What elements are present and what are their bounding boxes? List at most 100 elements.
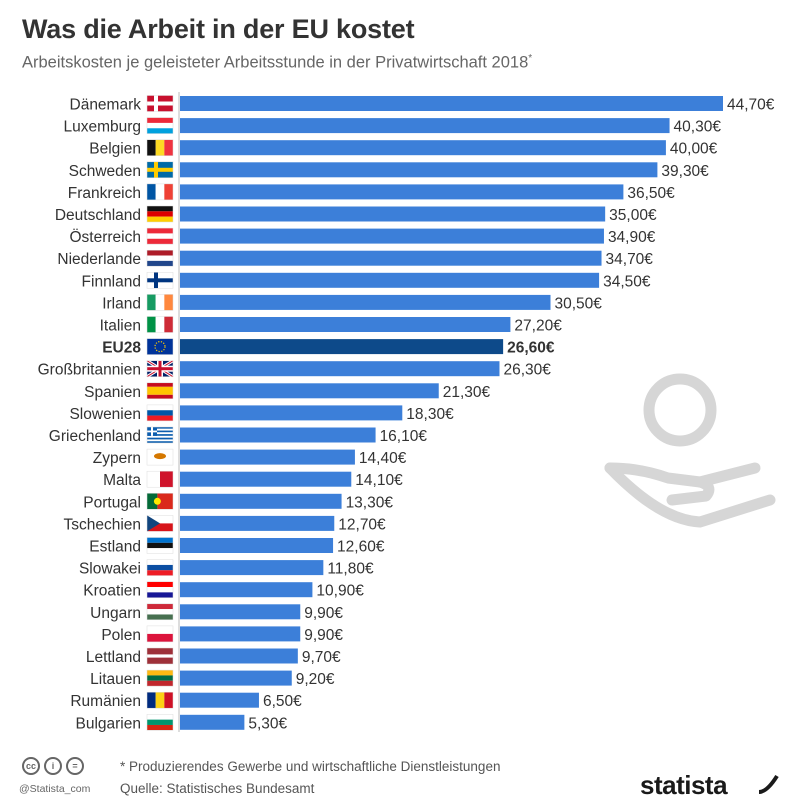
value-label: 5,30€ xyxy=(248,715,287,732)
category-label: Polen xyxy=(101,627,141,644)
bars xyxy=(180,96,723,730)
category-label: Finnland xyxy=(82,273,141,290)
flag-icon xyxy=(146,537,174,554)
flag-icon xyxy=(146,382,174,400)
subtitle-footnote-mark: * xyxy=(528,53,533,64)
country-flags xyxy=(146,95,174,731)
category-label: Lettland xyxy=(86,649,141,666)
category-label: Rumänien xyxy=(70,693,141,710)
bar xyxy=(180,515,335,531)
bar xyxy=(180,427,376,443)
bar xyxy=(180,272,600,288)
chart-subtitle: Arbeitskosten je geleisteter Arbeitsstun… xyxy=(22,53,532,73)
value-label: 30,50€ xyxy=(555,295,603,312)
flag-icon xyxy=(146,691,174,709)
flag-icon xyxy=(146,714,174,731)
bar xyxy=(180,560,324,576)
category-label: Österreich xyxy=(70,228,142,246)
bar xyxy=(180,317,511,332)
category-label: EU28 xyxy=(102,340,141,357)
flag-icon xyxy=(146,161,174,179)
flag-icon xyxy=(146,183,174,201)
country-labels: Dänemark Luxemburg Belgien Schweden Frankrei… xyxy=(38,97,142,733)
bar xyxy=(180,228,604,244)
value-label: 6,50€ xyxy=(263,693,302,710)
value-label: 9,70€ xyxy=(302,649,341,666)
flag-icon xyxy=(146,294,174,311)
flag-icon xyxy=(146,493,174,510)
category-label: Schweden xyxy=(69,163,141,180)
value-label: 44,70€ xyxy=(727,97,775,114)
category-label: Irland xyxy=(102,295,141,312)
bar xyxy=(180,538,334,553)
category-label: Portugal xyxy=(83,494,141,511)
value-labels: 44,70€ 40,30€ 40,00€ 39,30€ 36,50€ 35,00€ 34,9… xyxy=(248,97,774,733)
flag-icon xyxy=(146,359,174,378)
flag-icon xyxy=(146,227,174,245)
category-label: Kroatien xyxy=(83,583,141,600)
value-label: 12,60€ xyxy=(337,539,385,556)
bar xyxy=(180,339,504,355)
bar xyxy=(180,96,723,111)
value-label: 40,30€ xyxy=(674,119,722,136)
flag-icon xyxy=(146,559,174,576)
flag-icon xyxy=(146,316,174,333)
value-label: 9,90€ xyxy=(304,627,343,644)
source-note: Quelle: Statistisches Bundesamt xyxy=(120,781,315,796)
category-label: Luxemburg xyxy=(63,119,141,136)
value-label: 27,20€ xyxy=(514,318,562,335)
category-label: Slowakei xyxy=(79,561,141,578)
flag-icon xyxy=(146,647,174,665)
category-label: Litauen xyxy=(90,671,141,688)
flag-icon xyxy=(146,249,174,267)
value-label: 10,90€ xyxy=(316,583,364,600)
cc-icon: cc xyxy=(22,757,40,775)
category-label: Estland xyxy=(89,539,141,556)
hand-coin-decoration-icon xyxy=(604,373,776,528)
flag-icon xyxy=(146,95,174,112)
category-label: Belgien xyxy=(89,141,141,158)
value-label: 34,70€ xyxy=(606,251,654,268)
value-label: 34,50€ xyxy=(603,273,651,290)
bar xyxy=(180,670,292,686)
value-label: 14,40€ xyxy=(359,450,407,467)
category-label: Spanien xyxy=(84,384,141,401)
bar xyxy=(180,361,500,377)
bar xyxy=(180,626,301,642)
flag-icon xyxy=(146,603,174,621)
bar xyxy=(180,383,439,399)
category-label: Ungarn xyxy=(90,605,141,622)
value-label: 12,70€ xyxy=(338,516,386,533)
flag-icon xyxy=(146,117,174,134)
bar xyxy=(180,648,298,664)
flag-icon xyxy=(146,625,174,643)
license-icons: cc i = xyxy=(22,757,84,775)
bar xyxy=(180,692,259,708)
flag-icon xyxy=(146,272,174,289)
bar xyxy=(180,206,606,222)
subtitle-text: Arbeitskosten je geleisteter Arbeitsstun… xyxy=(22,53,529,72)
bar xyxy=(180,449,355,465)
value-label: 16,10€ xyxy=(380,428,428,445)
bar xyxy=(180,604,301,620)
value-label: 40,00€ xyxy=(670,141,718,158)
flag-icon xyxy=(146,515,174,532)
bar xyxy=(180,294,551,310)
value-label: 11,80€ xyxy=(327,561,374,578)
attribution-icon: i xyxy=(44,757,62,775)
bar xyxy=(180,471,352,487)
category-label: Griechenland xyxy=(49,428,141,445)
category-label: Deutschland xyxy=(55,207,141,224)
value-label: 36,50€ xyxy=(627,185,675,202)
bar xyxy=(180,118,670,134)
flag-icon xyxy=(146,581,174,598)
flag-icon xyxy=(146,448,174,466)
statista-logo-icon xyxy=(758,774,779,794)
category-label: Großbritannien xyxy=(38,362,141,379)
category-label: Malta xyxy=(103,472,141,489)
flag-icon xyxy=(146,669,174,687)
value-label: 9,90€ xyxy=(304,605,343,622)
category-label: Italien xyxy=(100,318,141,335)
bar xyxy=(180,582,313,598)
value-label: 34,90€ xyxy=(608,229,656,246)
